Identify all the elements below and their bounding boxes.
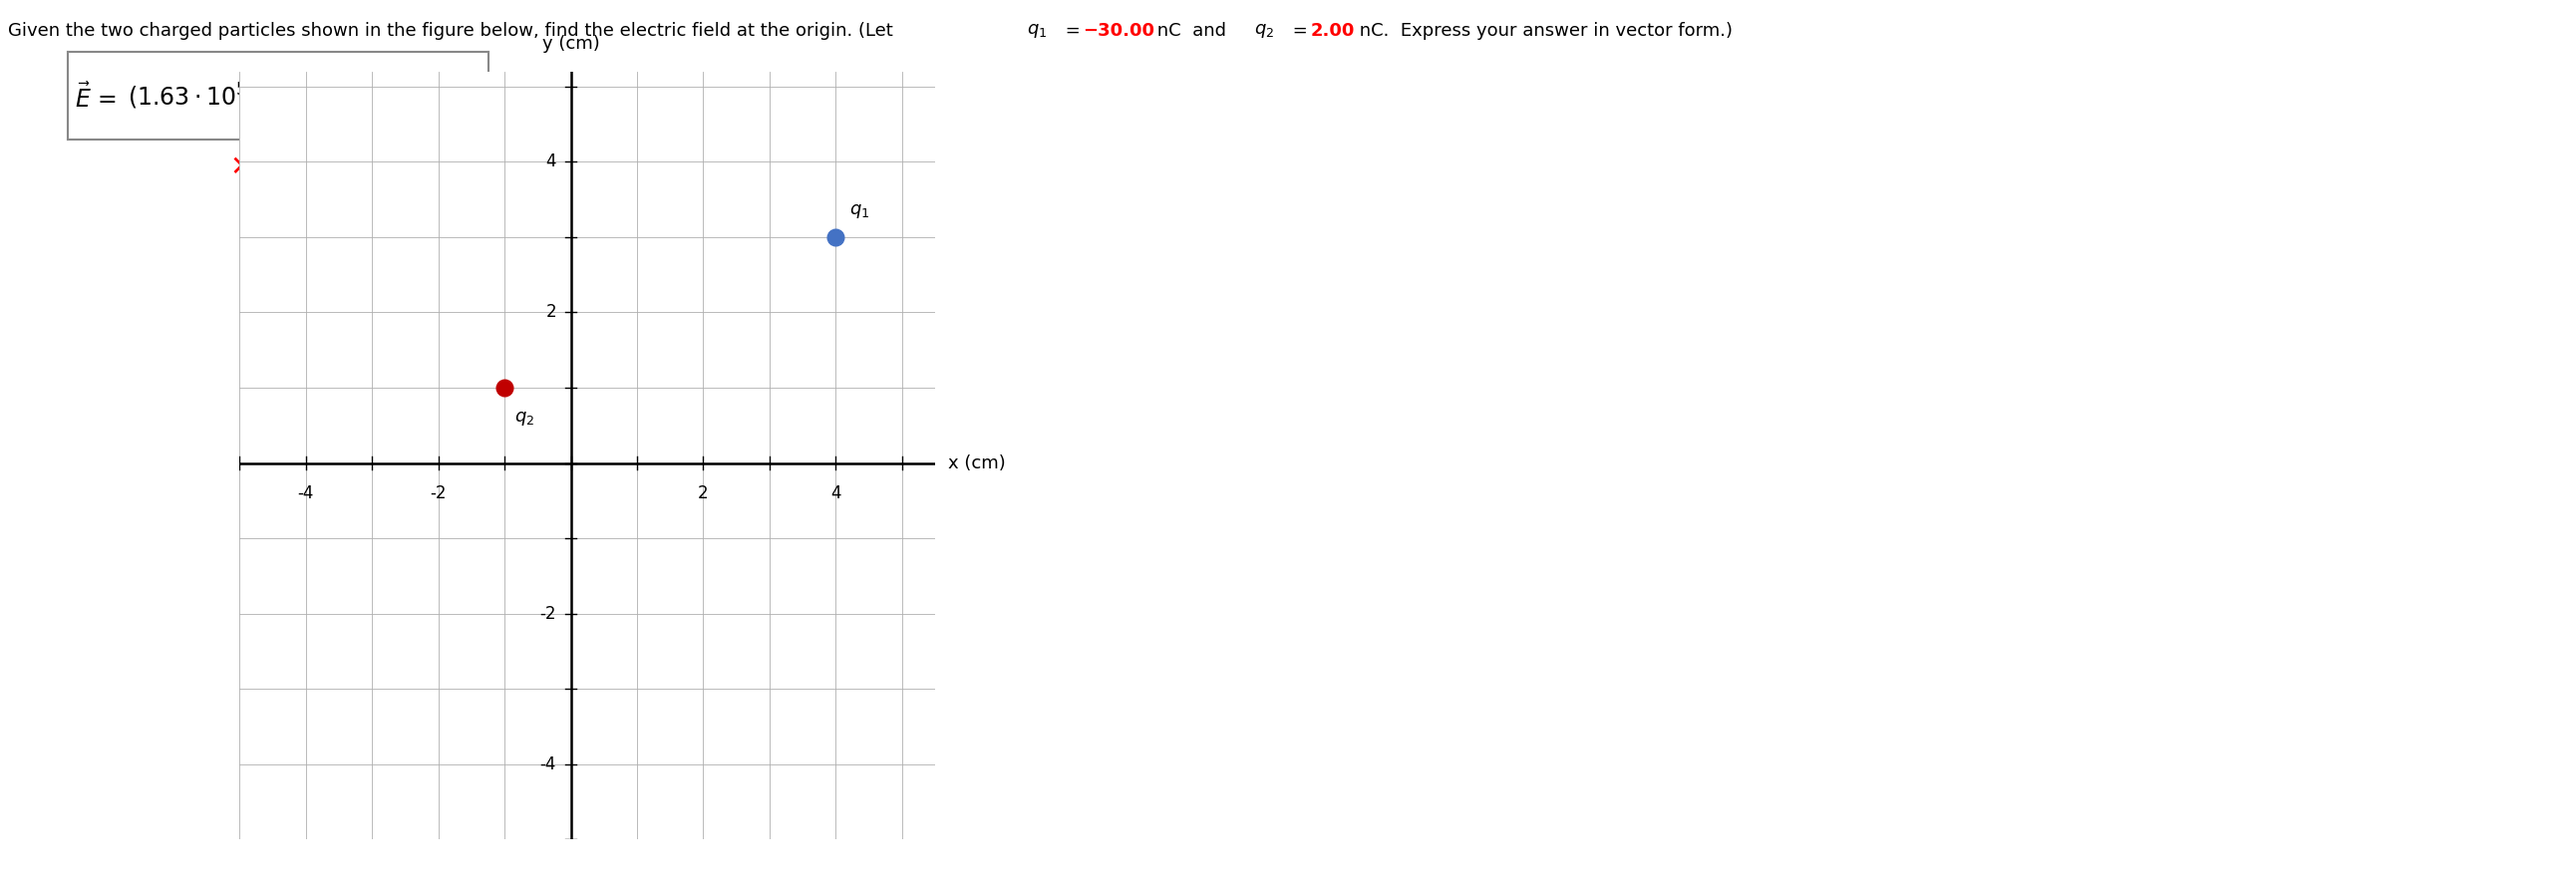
Text: $q_1$: $q_1$ — [1028, 22, 1046, 40]
Text: =: = — [1288, 22, 1314, 40]
Text: 2.00: 2.00 — [1311, 22, 1355, 40]
Text: 2: 2 — [546, 304, 556, 321]
Text: 2: 2 — [698, 484, 708, 502]
Text: $\vec{E}$ =: $\vec{E}$ = — [75, 83, 116, 113]
Text: y (cm): y (cm) — [541, 35, 600, 53]
Text: -4: -4 — [541, 755, 556, 773]
Text: Given the two charged particles shown in the figure below, find the electric fie: Given the two charged particles shown in… — [8, 22, 904, 40]
Text: $q_2$: $q_2$ — [515, 410, 536, 428]
Text: N/C: N/C — [430, 88, 464, 106]
Text: $\left(1.63 \cdot 10^5\right)\hat{\imath} - 9687.7\hat{\jmath}$: $\left(1.63 \cdot 10^5\right)\hat{\imath… — [129, 81, 381, 113]
Text: x (cm): x (cm) — [948, 454, 1005, 472]
Text: nC.  Express your answer in vector form.): nC. Express your answer in vector form.) — [1355, 22, 1734, 40]
Text: -4: -4 — [299, 484, 314, 502]
Text: =: = — [1059, 22, 1087, 40]
Text: -2: -2 — [541, 605, 556, 622]
Text: 4: 4 — [546, 153, 556, 171]
Text: $q_2$: $q_2$ — [1255, 22, 1275, 40]
Text: -2: -2 — [430, 484, 446, 502]
Text: ✕: ✕ — [229, 154, 252, 181]
Text: −30.00: −30.00 — [1082, 22, 1154, 40]
Text: 4: 4 — [829, 484, 840, 502]
Text: $q_1$: $q_1$ — [850, 203, 868, 221]
Text: nC  and: nC and — [1151, 22, 1236, 40]
